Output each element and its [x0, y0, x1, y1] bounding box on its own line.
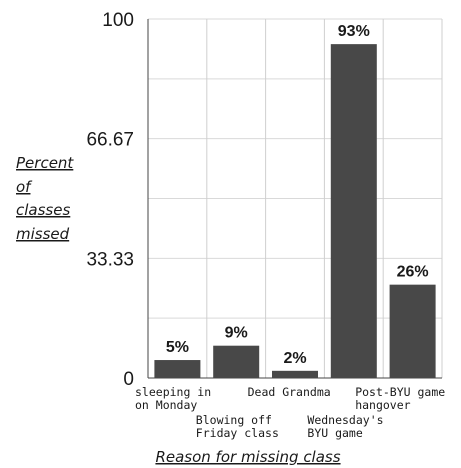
bar — [389, 284, 436, 378]
y-tick-label: 33.33 — [86, 249, 134, 270]
y-tick-labels: 0 33.33 66.67 100 — [86, 10, 134, 390]
bars — [154, 44, 436, 378]
x-axis-label: Reason for missing class — [155, 448, 340, 466]
data-label: 26% — [397, 264, 429, 281]
y-tick-label: 66.67 — [86, 130, 134, 151]
y-axis-label: Percent of classes missed — [16, 154, 74, 243]
bar — [330, 44, 377, 378]
category-label: Dead Grandma — [248, 385, 331, 399]
bar — [213, 345, 260, 378]
data-label: 93% — [338, 23, 370, 40]
y-tick-label: 100 — [102, 10, 134, 31]
data-labels: 5% 9% 2% 93% 26% — [166, 23, 429, 367]
category-label: Blowing off Friday class — [196, 413, 279, 440]
bar — [154, 360, 201, 378]
data-label: 5% — [166, 339, 189, 356]
data-label: 2% — [283, 350, 306, 367]
category-label: Wednesday's BYU game — [307, 413, 383, 440]
y-tick-label: 0 — [123, 369, 134, 390]
bar — [272, 370, 318, 378]
grid-lines — [147, 18, 443, 379]
data-label: 9% — [225, 325, 248, 342]
category-label: sleeping in on Monday — [135, 385, 211, 412]
category-label: Post-BYU game hangover — [355, 385, 445, 412]
